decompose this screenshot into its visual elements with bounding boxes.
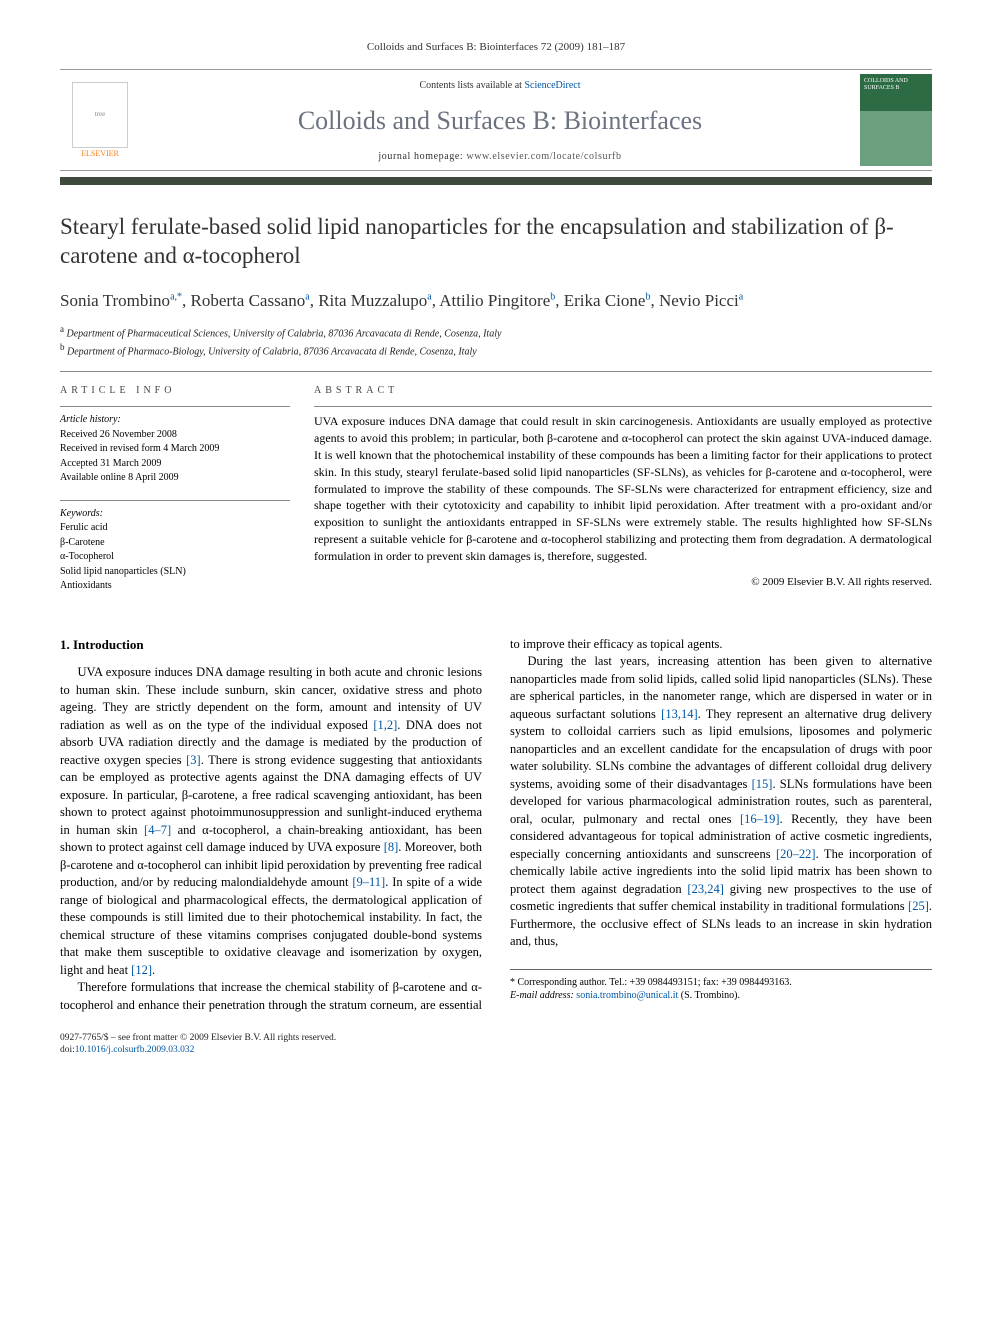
doi-label: doi: [60, 1045, 75, 1055]
history-item: Available online 8 April 2009 [60, 471, 290, 486]
citation-link[interactable]: [8] [384, 840, 399, 854]
keywords-label: Keywords: [60, 507, 290, 522]
email-label: E-mail address: [510, 990, 574, 1001]
body-paragraph: UVA exposure induces DNA damage resultin… [60, 664, 482, 979]
abstract-copyright: © 2009 Elsevier B.V. All rights reserved… [314, 575, 932, 590]
keyword: β-Carotene [60, 536, 290, 551]
elsevier-tree-icon: tree [72, 82, 128, 148]
citation-link[interactable]: [25] [908, 899, 929, 913]
author-list: Sonia Trombinoa,*, Roberta Cassanoa, Rit… [60, 289, 932, 313]
citation-link[interactable]: [13,14] [661, 707, 697, 721]
masthead-center: Contents lists available at ScienceDirec… [140, 77, 860, 163]
article-history-block: Article history: Received 26 November 20… [60, 406, 290, 486]
section-heading-introduction: 1. Introduction [60, 636, 482, 654]
corr-author-email-line: E-mail address: sonia.trombino@unical.it… [510, 989, 932, 1003]
body-paragraph: During the last years, increasing attent… [510, 653, 932, 951]
article-info-heading: ARTICLE INFO [60, 384, 290, 398]
author: Rita Muzzalupoa [318, 291, 432, 310]
running-head: Colloids and Surfaces B: Biointerfaces 7… [60, 40, 932, 55]
abstract-text: UVA exposure induces DNA damage that cou… [314, 406, 932, 564]
keyword: Ferulic acid [60, 521, 290, 536]
abstract-heading: ABSTRACT [314, 384, 932, 398]
keywords-block: Keywords: Ferulic acid β-Carotene α-Toco… [60, 500, 290, 594]
doi-line: doi:10.1016/j.colsurfb.2009.03.032 [60, 1044, 932, 1056]
history-item: Accepted 31 March 2009 [60, 457, 290, 472]
citation-link[interactable]: [4–7] [144, 823, 171, 837]
history-item: Received in revised form 4 March 2009 [60, 442, 290, 457]
front-matter-line: 0927-7765/$ – see front matter © 2009 El… [60, 1032, 932, 1044]
citation-link[interactable]: [15] [752, 777, 773, 791]
citation-link[interactable]: [20–22] [776, 847, 816, 861]
keyword: Antioxidants [60, 579, 290, 594]
article-title: Stearyl ferulate-based solid lipid nanop… [60, 213, 932, 271]
abstract-column: ABSTRACT UVA exposure induces DNA damage… [314, 384, 932, 608]
keyword: α-Tocopherol [60, 550, 290, 565]
history-item: Received 26 November 2008 [60, 428, 290, 443]
affiliations: a Department of Pharmaceutical Sciences,… [60, 323, 932, 360]
author: Roberta Cassanoa [191, 291, 310, 310]
author: Erika Cioneb [564, 291, 651, 310]
corr-author-line: * Corresponding author. Tel.: +39 098449… [510, 976, 932, 990]
email-paren: (S. Trombino). [678, 990, 740, 1001]
history-label: Article history: [60, 413, 290, 428]
citation-link[interactable]: [1,2] [373, 718, 397, 732]
keyword: Solid lipid nanoparticles (SLN) [60, 565, 290, 580]
citation-link[interactable]: [9–11] [352, 875, 385, 889]
author: Attilio Pingitoreb [439, 291, 555, 310]
corr-author-email-link[interactable]: sonia.trombino@unical.it [576, 990, 678, 1001]
citation-link[interactable]: [12] [131, 963, 152, 977]
article-body: 1. Introduction UVA exposure induces DNA… [60, 636, 932, 1014]
masthead-divider-bar [60, 177, 932, 185]
doi-link[interactable]: 10.1016/j.colsurfb.2009.03.032 [75, 1045, 195, 1055]
contents-available-line: Contents lists available at ScienceDirec… [140, 79, 860, 93]
author: Nevio Piccia [659, 291, 743, 310]
sciencedirect-link[interactable]: ScienceDirect [524, 80, 580, 91]
journal-homepage-line: journal homepage: www.elsevier.com/locat… [140, 150, 860, 164]
article-info-column: ARTICLE INFO Article history: Received 2… [60, 384, 290, 608]
journal-name: Colloids and Surfaces B: Biointerfaces [140, 103, 860, 139]
citation-link[interactable]: [23,24] [687, 882, 723, 896]
publisher-label: ELSEVIER [81, 148, 119, 159]
info-abstract-row: ARTICLE INFO Article history: Received 2… [60, 371, 932, 608]
contents-prefix: Contents lists available at [419, 80, 524, 91]
homepage-prefix: journal homepage: [378, 151, 466, 162]
cover-caption: COLLOIDS AND SURFACES B [864, 78, 928, 91]
affiliation: a Department of Pharmaceutical Sciences,… [60, 323, 932, 341]
page-footer: 0927-7765/$ – see front matter © 2009 El… [60, 1032, 932, 1057]
publisher-logo-block: tree ELSEVIER [60, 82, 140, 159]
affiliation: b Department of Pharmaco-Biology, Univer… [60, 341, 932, 359]
author: Sonia Trombinoa,* [60, 291, 182, 310]
journal-homepage-link[interactable]: www.elsevier.com/locate/colsurfb [466, 151, 621, 162]
journal-cover-thumbnail: COLLOIDS AND SURFACES B [860, 74, 932, 166]
citation-link[interactable]: [3] [186, 753, 201, 767]
citation-link[interactable]: [16–19] [740, 812, 780, 826]
journal-masthead: tree ELSEVIER Contents lists available a… [60, 69, 932, 171]
corresponding-author-footnote: * Corresponding author. Tel.: +39 098449… [510, 969, 932, 1003]
